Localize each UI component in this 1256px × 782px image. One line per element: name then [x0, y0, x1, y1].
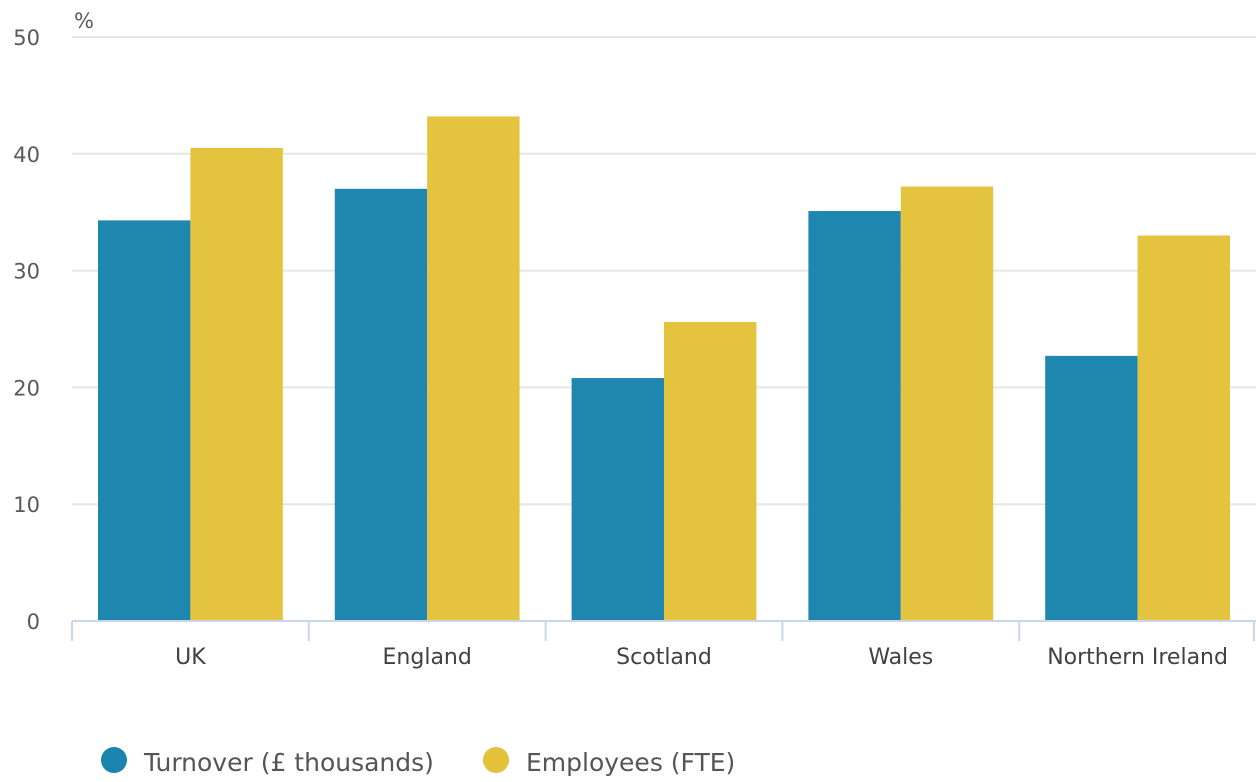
y-tick-label: 0: [27, 610, 40, 634]
x-category-label: Wales: [868, 645, 933, 670]
bar-england-series-1[interactable]: [427, 116, 520, 621]
x-category-label: Northern Ireland: [1047, 645, 1228, 670]
y-axis-unit-label: %: [74, 9, 94, 33]
legend-marker: [101, 747, 127, 773]
legend: Turnover (£ thousands) Employees (FTE): [101, 747, 735, 777]
x-category-label: UK: [175, 645, 206, 670]
x-category-label: England: [383, 645, 472, 670]
bar-scotland-series-1[interactable]: [664, 321, 757, 621]
legend-label: Turnover (£ thousands): [143, 748, 434, 777]
x-axis: UK England Scotland Wales Northern Ireland: [71, 620, 1256, 670]
y-tick-label: 40: [13, 143, 40, 167]
bar-scotland-series-0[interactable]: [571, 378, 664, 621]
legend-item-series-0[interactable]: Turnover (£ thousands): [101, 747, 434, 777]
y-axis-ticks: 0 10 20 30 40 50: [13, 26, 40, 634]
bar-uk-series-0[interactable]: [98, 220, 191, 621]
x-category-label: Scotland: [616, 645, 712, 670]
y-tick-label: 20: [13, 376, 40, 400]
bar-northern-ireland-series-1[interactable]: [1137, 235, 1230, 621]
bar-uk-series-1[interactable]: [190, 147, 283, 621]
bar-wales-series-1[interactable]: [900, 186, 994, 621]
bars: [98, 116, 1230, 622]
y-tick-label: 10: [13, 493, 40, 517]
bar-wales-series-0[interactable]: [808, 211, 901, 622]
y-tick-label: 50: [13, 26, 40, 50]
y-tick-label: 30: [13, 260, 40, 284]
legend-marker: [483, 747, 509, 773]
bar-england-series-0[interactable]: [334, 188, 428, 621]
legend-label: Employees (FTE): [526, 748, 735, 777]
legend-item-series-1[interactable]: Employees (FTE): [483, 747, 735, 777]
bar-northern-ireland-series-0[interactable]: [1045, 355, 1138, 621]
